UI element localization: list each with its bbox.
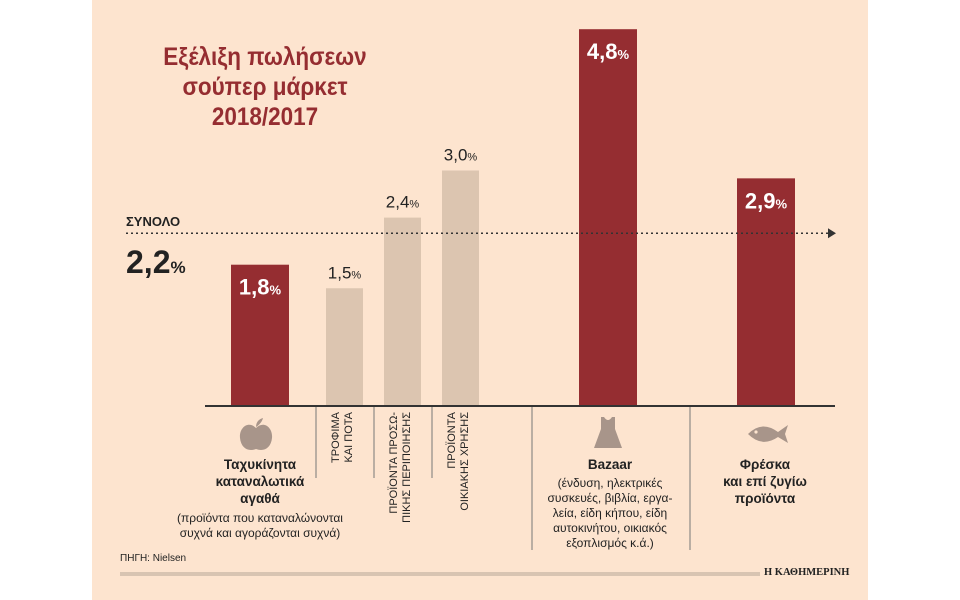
sub-label-line: ΚΑΙ ΠΟΤΑ: [343, 412, 355, 463]
sub-label-line: ΟΙΚΙΑΚΗΣ ΧΡΗΣΗΣ: [459, 412, 471, 511]
group-note: (προϊόντα που καταναλώνονται: [177, 511, 343, 525]
data-label: 2,4%: [386, 193, 420, 212]
group-name: προϊόντα: [734, 491, 796, 506]
title-line: σούπερ μάρκετ: [182, 73, 348, 101]
data-label: 3,0%: [444, 146, 478, 165]
fish-eye: [754, 430, 758, 434]
source: ΠΗΓΗ: Nielsen: [120, 553, 187, 564]
footer-rule: [120, 572, 760, 576]
group-fresh: Φρέσκα και επί ζυγίω προϊόντα: [690, 456, 840, 507]
bar: [384, 217, 421, 406]
fish-icon: [748, 425, 788, 443]
group-note: λεία, είδη κήπου, είδη: [552, 506, 668, 520]
sub-label-food: ΤΡΟΦΙΜΑ ΚΑΙ ΠΟΤΑ: [330, 412, 356, 482]
group-note: συσκευές, βιβλία, εργα-: [547, 491, 673, 505]
group-note: εξοπλισμός κ.ά.): [566, 536, 654, 550]
total-label: ΣΥΝΟΛΟ: [126, 214, 181, 229]
sub-label-line: ΠΡΟΪΟΝΤΑ ΠΡΟΣΩ-: [388, 412, 400, 514]
bar: [579, 29, 637, 406]
group-note: συχνά και αγοράζονται συχνά): [179, 526, 341, 540]
brand-logo: Η ΚΑΘΗΜΕΡΙΝΗ: [764, 567, 850, 578]
apple-icon: [239, 424, 273, 450]
title-line: 2018/2017: [211, 103, 319, 131]
group-note: αυτοκινήτου, οικιακός: [553, 521, 667, 535]
total-value: 2,2%: [126, 244, 186, 281]
group-name: Φρέσκα: [739, 457, 791, 472]
total-number: 2,2: [126, 244, 171, 280]
bar: [442, 170, 479, 406]
bar: [326, 288, 363, 406]
sub-label-household: ΠΡΟΪΟΝΤΑ ΟΙΚΙΑΚΗΣ ΧΡΗΣΗΣ: [446, 412, 472, 518]
data-label: 2,9%: [745, 188, 788, 213]
group-name: Bazaar: [587, 457, 633, 472]
data-label: 4,8%: [587, 39, 630, 64]
sub-label-line: ΤΡΟΦΙΜΑ: [330, 412, 342, 463]
sub-label-personal-care: ΠΡΟΪΟΝΤΑ ΠΡΟΣΩ- ΠΙΚΗΣ ΠΕΡΙΠΟΙΗΣΗΣ: [388, 412, 414, 542]
group-name: αγαθά: [240, 491, 280, 506]
sub-label-line: ΠΡΟΪΟΝΤΑ: [446, 412, 458, 469]
arrow-icon: [828, 228, 836, 239]
sub-label-line: ΠΙΚΗΣ ΠΕΡΙΠΟΙΗΣΗΣ: [401, 412, 413, 523]
group-name: Ταχυκίνητα: [223, 457, 297, 472]
bar: [737, 178, 795, 406]
bar: [231, 264, 289, 406]
total-unit: %: [170, 258, 186, 277]
group-name: καταναλωτικά: [215, 474, 305, 489]
apple-leaf-icon: [256, 418, 263, 427]
chart-title: Εξέλιξη πωλήσεων σούπερ μάρκετ 2018/2017: [135, 42, 396, 132]
group-fmcg: Ταχυκίνητα καταναλωτικά αγαθά (προϊόντα …: [160, 456, 360, 541]
group-name: και επί ζυγίω: [723, 474, 807, 489]
title-line: Εξέλιξη πωλήσεων: [163, 43, 367, 71]
dress-icon: [594, 417, 622, 448]
group-note: (ένδυση, ηλεκτρικές: [557, 476, 663, 490]
data-label: 1,8%: [239, 275, 282, 300]
data-label: 1,5%: [328, 263, 362, 282]
group-bazaar: Bazaar (ένδυση, ηλεκτρικές συσκευές, βιβ…: [528, 456, 692, 551]
